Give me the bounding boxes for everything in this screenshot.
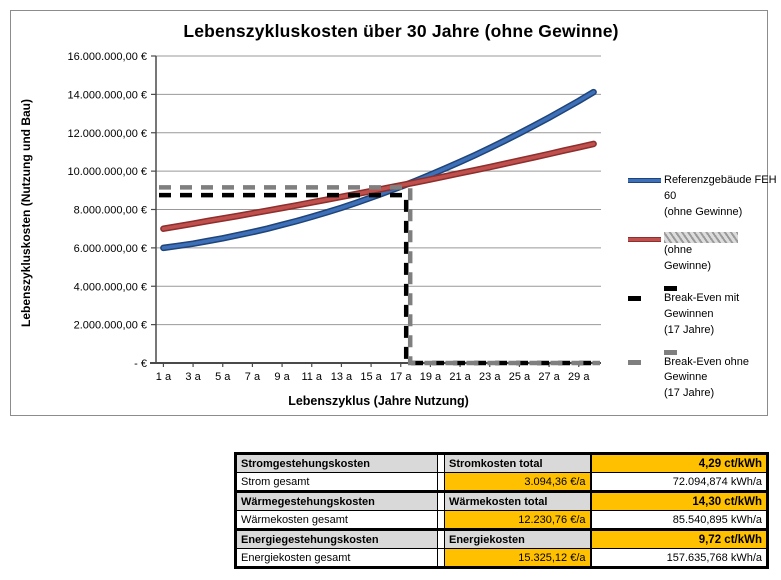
legend-label: (17 Jahre)	[664, 387, 715, 400]
svg-text:23 a: 23 a	[479, 371, 501, 383]
svg-text:2.000.000,00 €: 2.000.000,00 €	[74, 320, 147, 332]
table-row: Wärmegestehungskosten Wärmekosten total …	[235, 490, 768, 511]
svg-text:27 a: 27 a	[538, 371, 560, 383]
svg-text:21 a: 21 a	[449, 371, 471, 383]
value-cell: 4,29 ct/kWh	[589, 453, 768, 473]
lifecycle-cost-chart: Lebenszykluskosten über 30 Jahre (ohne G…	[10, 10, 777, 416]
table-row: Energiekosten gesamt 15.325,12 €/a 157.6…	[235, 548, 768, 568]
table-row: Energiegestehungskosten Energiekosten 9,…	[235, 528, 768, 549]
spacer-cell	[437, 528, 445, 549]
svg-text:19 a: 19 a	[420, 371, 442, 383]
chart-plot-area: 16.000.000,00 € 14.000.000,00 € 12.000.000…	[67, 51, 601, 383]
svg-text:6.000.000,00 €: 6.000.000,00 €	[74, 243, 147, 255]
svg-text:29 a: 29 a	[568, 371, 590, 383]
value-cell: 3.094,36 €/a	[444, 472, 591, 492]
value-cell: 72.094,874 kWh/a	[589, 472, 768, 492]
svg-text:11 a: 11 a	[301, 371, 322, 383]
svg-text:10.000.000,00 €: 10.000.000,00 €	[67, 166, 147, 178]
table-cell: Strom gesamt	[235, 472, 438, 492]
gray-dash-icon	[628, 350, 664, 371]
table-header-cell: Stromkosten total	[444, 453, 591, 473]
legend-label: Break-Even ohne Gewinne	[664, 355, 749, 384]
spacer-cell	[437, 548, 445, 568]
table-cell: Wärmekosten gesamt	[235, 510, 438, 530]
table-cell: Energiekosten gesamt	[235, 548, 438, 568]
svg-text:- €: - €	[134, 358, 147, 370]
table-header-cell: Wärmegestehungskosten	[235, 490, 438, 511]
legend-item-breakeven-no-profit: Break-Even ohne Gewinne (17 Jahre)	[628, 349, 778, 403]
value-cell: 85.540,895 kWh/a	[589, 510, 768, 530]
value-cell: 14,30 ct/kWh	[589, 490, 768, 511]
spacer-cell	[437, 510, 445, 530]
spacer-cell	[437, 472, 445, 492]
svg-text:1 a: 1 a	[156, 371, 172, 383]
legend-label: Referenzgebäude FEH 60	[664, 174, 777, 202]
svg-text:4.000.000,00 €: 4.000.000,00 €	[74, 281, 147, 293]
svg-text:9 a: 9 a	[274, 371, 290, 383]
svg-text:7 a: 7 a	[245, 371, 261, 383]
legend-label: (ohne	[664, 243, 693, 256]
chart-title: Lebenszykluskosten über 30 Jahre (ohne G…	[183, 21, 619, 41]
value-cell: 15.325,12 €/a	[444, 548, 591, 568]
table-header-cell: Energiekosten	[444, 528, 591, 549]
table-row: Stromgestehungskosten Stromkosten total …	[235, 453, 768, 473]
legend-label: Gewinne)	[664, 259, 712, 272]
value-cell: 12.230,76 €/a	[444, 510, 591, 530]
svg-text:5 a: 5 a	[215, 371, 231, 383]
value-cell: 9,72 ct/kWh	[589, 528, 768, 549]
legend-item-breakeven-with-profit: Break-Even mit Gewinnen (17 Jahre)	[628, 285, 778, 339]
svg-text:16.000.000,00 €: 16.000.000,00 €	[67, 51, 147, 63]
legend-label: (ohne Gewinne)	[664, 205, 743, 218]
legend-item-reference: Referenzgebäude FEH 60 (ohne Gewinne)	[628, 173, 778, 221]
table-header-cell: Energiegestehungskosten	[235, 528, 438, 549]
legend-item-redacted-building: (ohne Gewinne)	[628, 231, 778, 275]
svg-text:13 a: 13 a	[331, 371, 353, 383]
black-dash-icon	[664, 285, 677, 291]
svg-text:17 a: 17 a	[390, 371, 412, 383]
redacted-series-name	[664, 231, 738, 243]
svg-text:14.000.000,00 €: 14.000.000,00 €	[67, 89, 147, 101]
chart-legend: Referenzgebäude FEH 60 (ohne Gewinne) (o…	[628, 173, 778, 413]
legend-label: Break-Even mit Gewinnen	[664, 291, 740, 320]
blue-line-icon	[628, 173, 664, 182]
spacer-cell	[437, 490, 445, 511]
spacer-cell	[437, 453, 445, 473]
svg-text:12.000.000,00 €: 12.000.000,00 €	[67, 128, 147, 140]
gray-dash-icon	[664, 349, 677, 355]
black-dash-icon	[628, 286, 664, 307]
value-cell: 157.635,768 kWh/a	[589, 548, 768, 568]
svg-text:25 a: 25 a	[509, 371, 531, 383]
energy-cost-table: Stromgestehungskosten Stromkosten total …	[234, 452, 769, 569]
table-header-cell: Wärmekosten total	[444, 490, 591, 511]
table-header-cell: Stromgestehungskosten	[235, 453, 438, 473]
x-axis-title: Lebenszyklus (Jahre Nutzung)	[288, 394, 469, 408]
red-line-icon	[628, 232, 664, 241]
table-row: Wärmekosten gesamt 12.230,76 €/a 85.540,…	[235, 510, 768, 530]
svg-text:8.000.000,00 €: 8.000.000,00 €	[74, 205, 147, 217]
svg-text:15 a: 15 a	[360, 371, 382, 383]
svg-text:3 a: 3 a	[185, 371, 201, 383]
legend-label: (17 Jahre)	[664, 323, 715, 336]
table-row: Strom gesamt 3.094,36 €/a 72.094,874 kWh…	[235, 472, 768, 492]
